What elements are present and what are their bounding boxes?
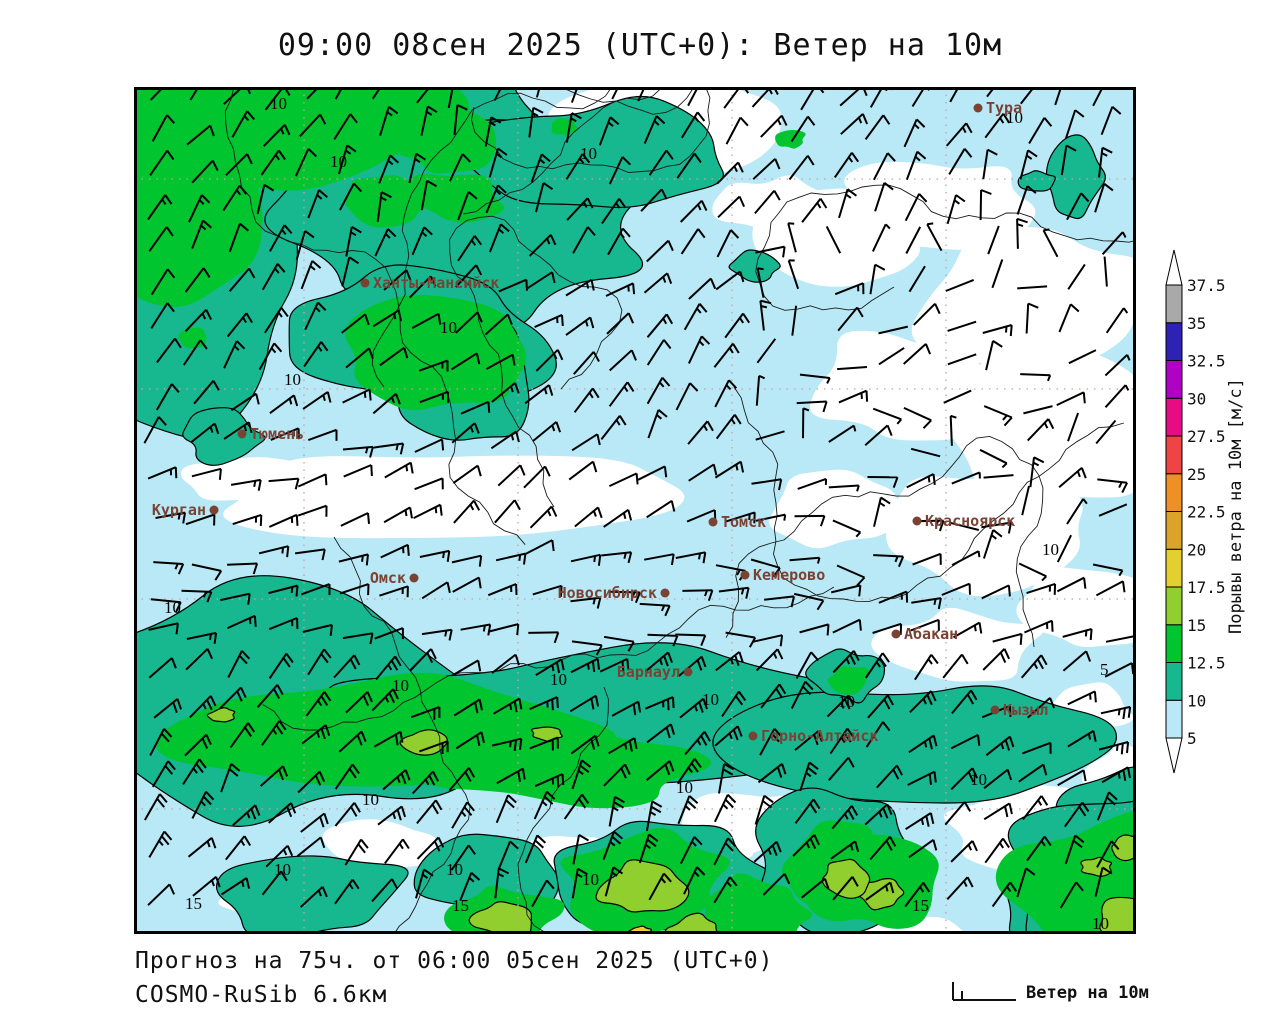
city-marker: Тура: [973, 99, 1022, 117]
colorbar-band: [1165, 662, 1183, 701]
wind-map: 10 10 10 10 10 10 10 10 10 10 10 10 10 10 10 10 10 10 10 5 1…: [134, 87, 1136, 934]
city-label: Кемерово: [753, 566, 825, 584]
colorbar-tick: 20: [1187, 540, 1206, 559]
city-marker: Кемерово: [740, 566, 825, 584]
colorbar-arrow-up: [1165, 249, 1183, 286]
colorbar-band: [1165, 322, 1183, 361]
city-marker: Красноярск: [912, 512, 1015, 530]
wind-barb-legend: Ветер на 10м: [950, 978, 1149, 1004]
city-label: Горно-Алтайск: [761, 727, 878, 745]
city-label: Томск: [721, 513, 766, 531]
contour-label: 10: [1042, 540, 1059, 559]
contour-label: 10: [362, 790, 379, 809]
city-label: Кызыл: [1003, 701, 1048, 719]
contour-label: 10: [580, 144, 597, 163]
city-label: Красноярск: [925, 512, 1015, 530]
wind-map-canvas: 10 10 10 10 10 10 10 10 10 10 10 10 10 10 10 10 10 10 10 5 1…: [134, 87, 1136, 934]
contour-label: 10: [1006, 108, 1023, 127]
contour-label: 10: [330, 152, 347, 171]
city-marker: Кызыл: [990, 701, 1048, 719]
city-label: Курган: [152, 501, 206, 519]
colorbar-tick: 35: [1187, 314, 1206, 333]
city-label: Омск: [370, 569, 406, 587]
colorbar-band: [1165, 548, 1183, 588]
colorbar-tick: 25: [1187, 465, 1206, 484]
colorbar-band: [1165, 511, 1183, 550]
colorbar-band: [1165, 586, 1183, 626]
calm-regions: [180, 87, 1136, 934]
contour-label: 10: [702, 690, 719, 709]
colorbar-tick: 22.5: [1187, 503, 1226, 522]
contour-label: 10: [440, 318, 457, 337]
contour-label: 10: [270, 94, 287, 113]
colorbar-tick: 37.5: [1187, 276, 1226, 295]
contour-label: 10: [1092, 914, 1109, 933]
colorbar-band: [1165, 284, 1183, 324]
colorbar-band: [1165, 699, 1183, 739]
contour-label: 5: [1100, 660, 1109, 679]
city-marker: Тюмень: [237, 425, 304, 443]
contour-label: 10: [392, 676, 409, 695]
contour-label: 10: [676, 778, 693, 797]
graticule: [134, 87, 1136, 934]
model-info: COSMO-RuSib 6.6км: [135, 982, 388, 1008]
contour-label: 10: [582, 870, 599, 889]
contour-label: 10: [446, 860, 463, 879]
colorbar-band: [1165, 435, 1183, 475]
contour-label: 10: [550, 670, 567, 689]
city-label: Абакан: [904, 625, 958, 643]
colorbar-band: [1165, 473, 1183, 512]
colorbar-tick: 15: [1187, 616, 1206, 635]
cities: Тура Ханты-Мансийск Тюмень Курган Омск Томск Н…: [152, 99, 1048, 745]
colorbar-tick: 32.5: [1187, 352, 1226, 371]
colorbar-tick: 5: [1187, 729, 1197, 748]
city-marker: Абакан: [891, 625, 958, 643]
colorbar-band: [1165, 360, 1183, 399]
contour-label: 10: [284, 370, 301, 389]
city-marker: Омск: [370, 569, 419, 587]
colorbar-tick: 17.5: [1187, 578, 1226, 597]
colorbar-arrow-down: [1165, 737, 1183, 774]
gust-colorbar: 5 10 12.5 15 17.5 20 22.5 25 27.5 30 32.5 35 37.5: [1140, 240, 1280, 800]
colorbar-tick: 12.5: [1187, 654, 1226, 673]
city-label: Ханты-Мансийск: [373, 274, 499, 292]
contour-label: 15: [185, 894, 202, 913]
gust-colorbar-scale: 5 10 12.5 15 17.5 20 22.5 25 27.5 30 32.5 35 37.5: [1165, 249, 1226, 774]
city-marker: Томск: [708, 513, 766, 531]
colorbar-tick: 30: [1187, 389, 1206, 408]
contour-labels: 10 10 10 10 10 10 10 10 10 10 10 10 10 10 10 10 10 10 10 5 1…: [164, 94, 1109, 933]
city-marker: Горно-Алтайск: [748, 727, 878, 745]
city-marker: Ханты-Мансийск: [360, 274, 499, 292]
city-label: Новосибирск: [558, 584, 657, 602]
contour-label: 15: [452, 896, 469, 915]
contour-label: 10: [274, 860, 291, 879]
contour-label: 10: [838, 692, 855, 711]
city-label: Барнаул: [617, 663, 680, 681]
contour-label: 10: [970, 770, 987, 789]
page-title: 09:00 08сен 2025 (UTC+0): Ветер на 10м: [277, 28, 1003, 63]
city-marker: Новосибирск: [558, 584, 670, 602]
contour-label: 15: [912, 896, 929, 915]
wind-barb-legend-label: Ветер на 10м: [1026, 983, 1149, 1003]
colorbar-band: [1165, 397, 1183, 437]
colorbar-tick: 27.5: [1187, 427, 1226, 446]
forecast-info: Прогноз на 75ч. от 06:00 05сен 2025 (UTC…: [135, 948, 774, 974]
colorbar-band: [1165, 624, 1183, 663]
city-label: Тюмень: [250, 425, 304, 443]
contour-label: 10: [164, 598, 181, 617]
city-marker: Курган: [152, 501, 219, 519]
wind-barb-icon: [952, 982, 1016, 1001]
city-marker: Барнаул: [617, 663, 693, 681]
colorbar-tick: 10: [1187, 691, 1206, 710]
city-label: Тура: [986, 99, 1022, 117]
